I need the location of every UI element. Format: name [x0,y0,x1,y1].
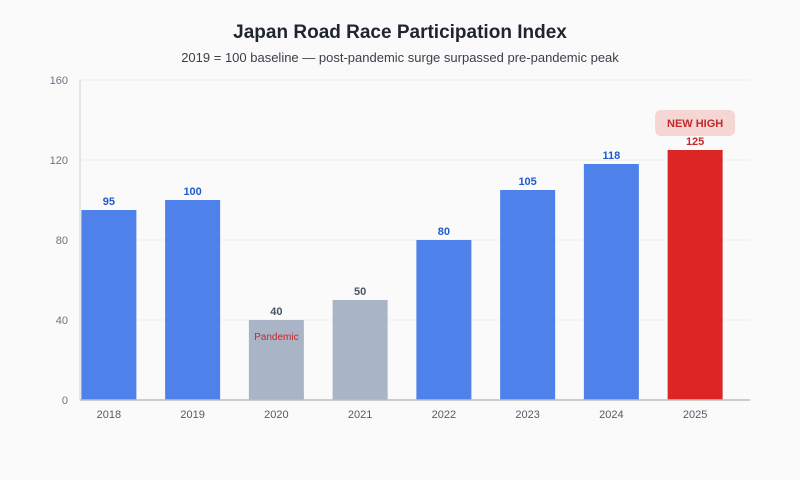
value-label: 50 [354,286,366,298]
y-axis-ticks: 0 40 80 120 160 [50,75,68,407]
value-label: 40 [270,306,282,318]
bar-2021 [332,300,388,400]
x-tick-label: 2023 [515,409,539,421]
value-label: 80 [438,226,450,238]
value-label: 105 [518,176,536,188]
x-tick-label: 2022 [432,409,456,421]
bars [81,150,723,400]
x-tick-label: 2025 [683,409,707,421]
pandemic-note: Pandemic [254,332,298,343]
chart-title: Japan Road Race Participation Index [233,22,567,43]
value-labels: 95 100 40 50 80 105 118 125 [103,136,705,318]
bar-2023 [500,190,556,400]
y-tick-label: 160 [50,75,68,87]
x-tick-label: 2021 [348,409,372,421]
x-tick-label: 2019 [180,409,204,421]
bar-2025 [667,150,723,400]
bar-2018 [81,210,137,400]
x-tick-label: 2020 [264,409,288,421]
bar-2019 [165,200,221,400]
bar-2022 [416,240,472,400]
axes [79,80,750,401]
bar-2024 [583,164,639,400]
value-label: 125 [686,136,704,148]
new-high-badge [655,110,736,136]
chart-subtitle: 2019 = 100 baseline — post-pandemic surg… [181,50,619,65]
x-axis-ticks: 2018 2019 2020 2021 2022 2023 2024 2025 [97,409,708,421]
y-tick-label: 120 [50,155,68,167]
annotations: Pandemic NEW HIGH [254,110,736,343]
y-tick-label: 40 [56,315,68,327]
value-label: 95 [103,196,115,208]
value-label: 118 [603,150,621,162]
y-tick-label: 80 [56,235,68,247]
y-tick-label: 0 [62,395,68,407]
x-tick-label: 2018 [97,409,121,421]
x-tick-label: 2024 [599,409,623,421]
bar-2020 [248,320,304,400]
new-high-badge-text: NEW HIGH [667,118,723,130]
value-label: 100 [183,186,201,198]
